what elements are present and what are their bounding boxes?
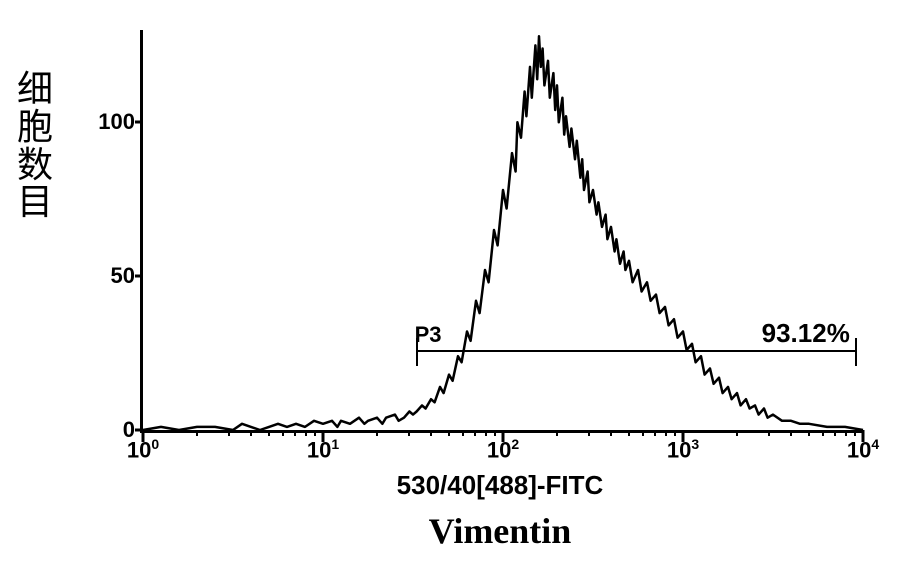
ylabel-char: 胞 — [10, 108, 60, 146]
chart-title: Vimentin — [140, 510, 860, 552]
xtick-minor — [494, 430, 496, 436]
xtick-minor — [790, 430, 792, 436]
xtick-minor — [845, 430, 847, 436]
xtick-minor — [376, 430, 378, 436]
ylabel-char: 目 — [10, 183, 60, 221]
gate-bar — [417, 350, 856, 352]
x-axis-label: 530/40[488]-FITC — [140, 470, 860, 501]
xtick-minor — [485, 430, 487, 436]
xtick-minor — [556, 430, 558, 436]
xtick-minor — [474, 430, 476, 436]
xtick-minor — [854, 430, 856, 436]
plot-area: 050100 100101102103104 P393.12% — [140, 30, 863, 433]
xtick-minor — [610, 430, 612, 436]
ylabel-char: 数 — [10, 146, 60, 184]
xtick-minor — [462, 430, 464, 436]
xtick-minor — [808, 430, 810, 436]
xtick-minor — [408, 430, 410, 436]
histogram-trace — [143, 30, 863, 430]
xtick-minor — [448, 430, 450, 436]
xtick-minor — [822, 430, 824, 436]
xtick-label: 100 — [127, 430, 159, 463]
xtick-label: 104 — [847, 430, 879, 463]
y-axis-label: 细 胞 数 目 — [10, 70, 60, 221]
xtick-minor — [674, 430, 676, 436]
chart-container: 细 胞 数 目 050100 100101102103104 P393.12% … — [0, 0, 908, 578]
xtick-minor — [736, 430, 738, 436]
xtick-minor — [305, 430, 307, 436]
xtick-minor — [196, 430, 198, 436]
xtick-minor — [654, 430, 656, 436]
xtick-label: 102 — [487, 430, 519, 463]
xtick-label: 101 — [307, 430, 339, 463]
xtick-minor — [228, 430, 230, 436]
gate-end-right — [855, 338, 857, 366]
xtick-minor — [642, 430, 644, 436]
ylabel-char: 细 — [10, 70, 60, 108]
xtick-minor — [250, 430, 252, 436]
gate-label: P3 — [415, 322, 442, 348]
xtick-minor — [768, 430, 770, 436]
xtick-minor — [430, 430, 432, 436]
xtick-minor — [314, 430, 316, 436]
ytick-label: 100 — [98, 109, 143, 135]
xtick-minor — [588, 430, 590, 436]
xtick-label: 103 — [667, 430, 699, 463]
xtick-minor — [665, 430, 667, 436]
gate-percent: 93.12% — [762, 318, 850, 349]
xtick-minor — [834, 430, 836, 436]
xtick-minor — [294, 430, 296, 436]
ytick-label: 50 — [111, 263, 143, 289]
xtick-minor — [268, 430, 270, 436]
xtick-minor — [282, 430, 284, 436]
xtick-minor — [628, 430, 630, 436]
